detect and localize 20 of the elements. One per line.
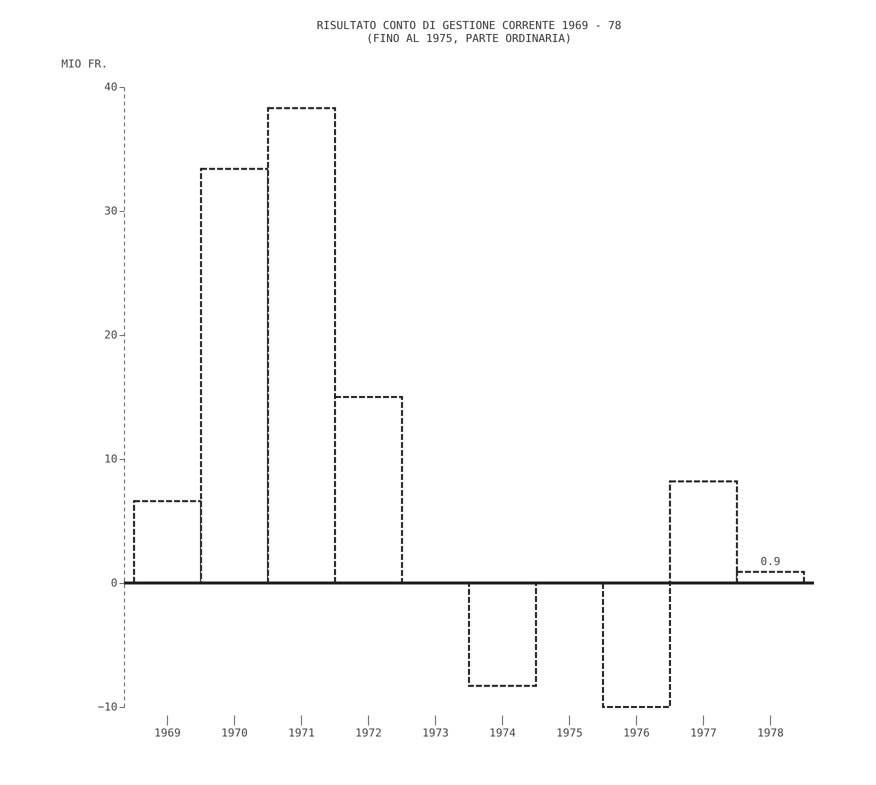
x-tick-label: 1971 [288,726,315,740]
x-tick-label: 1974 [489,726,516,740]
y-tick-label: 10 [104,452,118,466]
x-tick-label: 1972 [355,726,382,740]
y-tick-label: 40 [104,80,118,94]
text: RISULTATO CONTO DI GESTIONE CORRENTE 1969 - 78 [316,19,622,32]
x-tick-label: 1969 [154,726,181,740]
data-label: 0.9 [760,554,780,568]
y-axis-title: MIO FR. [61,58,108,70]
x-tick-label: 1973 [422,726,449,740]
x-tick-label: 1975 [556,726,583,740]
x-tick-label: 1977 [690,726,717,740]
y-tick-label: 30 [104,204,118,218]
y-tick-label: 20 [104,328,118,342]
x-tick-label: 1978 [757,726,784,740]
y-tick-label: −10 [98,700,118,714]
y-tick-label: 0 [110,576,118,590]
x-tick-label: 1970 [221,726,248,740]
x-tick-label: 1976 [623,726,650,740]
text: (FINO AL 1975, PARTE ORDINARIA) [366,32,572,45]
